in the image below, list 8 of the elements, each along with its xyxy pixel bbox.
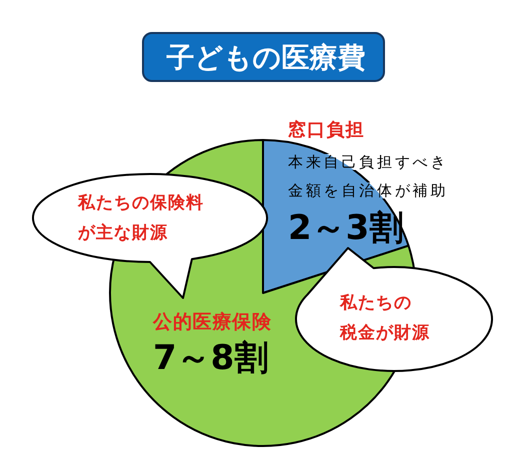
text: 私たちの税金が財源 [339, 293, 430, 343]
text: 私たちの保険料が主な財源 [77, 193, 204, 243]
slice-label: 窓口負担 [288, 120, 365, 140]
slice-label: 公的医療保険 [152, 311, 272, 333]
chart-title: 子どもの医療費 [166, 41, 366, 74]
text: 本来自己負担すべき金額を自治体が補助 [288, 153, 448, 200]
data-label: 2～3割 [288, 208, 404, 248]
data-label: 7～8割 [153, 338, 268, 378]
